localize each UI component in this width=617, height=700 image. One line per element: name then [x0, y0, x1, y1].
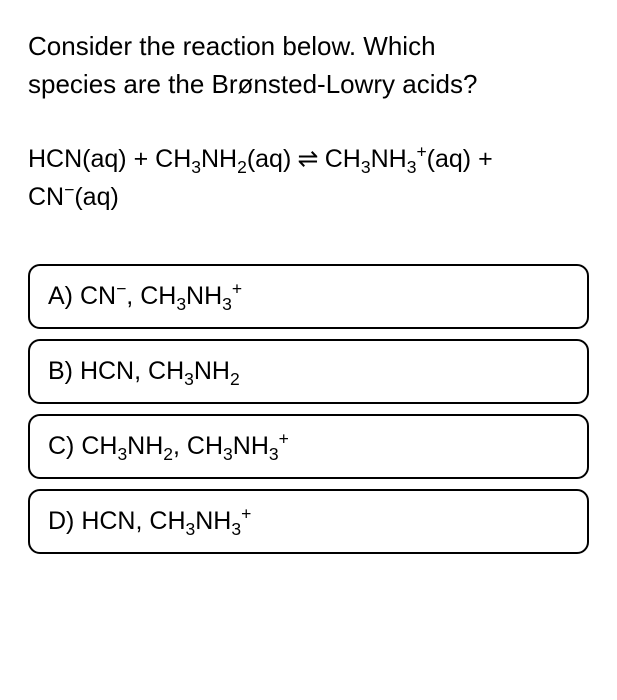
- product-2: CN−(aq): [28, 183, 119, 211]
- product-1: CH3NH3+(aq): [325, 145, 471, 173]
- option-a-label: A): [48, 282, 80, 310]
- reactant-2: CH3NH2(aq): [155, 145, 291, 173]
- question-line-2: species are the Brønsted-Lowry acids?: [28, 69, 477, 99]
- option-d-label: D): [48, 507, 81, 535]
- question-line-1: Consider the reaction below. Which: [28, 31, 436, 61]
- option-a[interactable]: A) CN−, CH3NH3+: [28, 264, 589, 329]
- answer-options: A) CN−, CH3NH3+ B) HCN, CH3NH2 C) CH3NH2…: [28, 264, 589, 554]
- question-prompt: Consider the reaction below. Which speci…: [28, 28, 589, 103]
- equilibrium-arrow: ⇌: [291, 146, 324, 173]
- option-c[interactable]: C) CH3NH2, CH3NH3+: [28, 414, 589, 479]
- reactant-1: HCN(aq): [28, 145, 127, 173]
- option-c-label: C): [48, 432, 81, 460]
- option-b[interactable]: B) HCN, CH3NH2: [28, 339, 589, 404]
- reaction-equation: HCN(aq) + CH3NH2(aq) ⇌ CH3NH3+(aq) +CN−(…: [28, 141, 589, 216]
- option-b-label: B): [48, 357, 80, 385]
- option-d[interactable]: D) HCN, CH3NH3+: [28, 489, 589, 554]
